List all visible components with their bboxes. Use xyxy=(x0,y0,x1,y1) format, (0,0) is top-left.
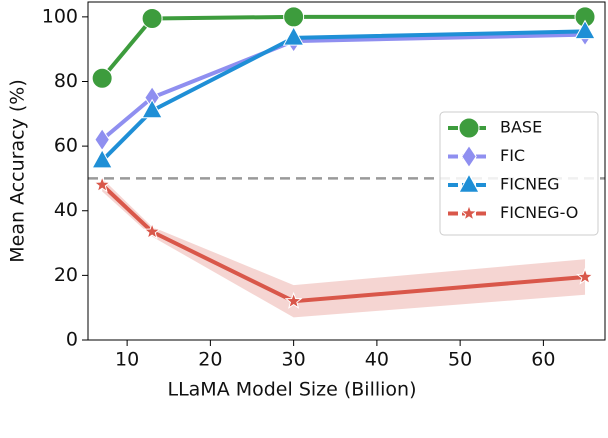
series-line xyxy=(100,32,586,142)
series-line xyxy=(100,183,586,304)
x-tick-label: 20 xyxy=(198,349,222,371)
y-tick-label: 20 xyxy=(54,264,78,286)
legend-marker xyxy=(461,144,477,169)
legend-label: FICNEG xyxy=(500,175,560,194)
legend-marker xyxy=(458,117,480,139)
series-line xyxy=(100,14,586,80)
marker xyxy=(141,98,163,119)
marker xyxy=(282,26,305,46)
legend-label: FICNEG-O xyxy=(500,203,578,222)
marker xyxy=(143,222,162,240)
y-tick-label: 0 xyxy=(66,329,78,351)
y-tick-label: 100 xyxy=(42,5,78,27)
x-tick-label: 60 xyxy=(531,349,555,371)
y-tick-label: 80 xyxy=(54,70,78,92)
marker xyxy=(576,267,594,285)
y-tick-label: 60 xyxy=(54,135,78,157)
x-axis-label: LLaMA Model Size (Billion) xyxy=(167,379,416,401)
marker xyxy=(284,291,303,309)
legend-box xyxy=(439,111,599,236)
marker xyxy=(574,19,596,40)
marker xyxy=(91,67,113,89)
legend-marker xyxy=(460,204,478,222)
marker xyxy=(94,127,110,152)
y-tick-label: 40 xyxy=(54,199,78,221)
legend-marker xyxy=(458,173,480,193)
x-tick-label: 50 xyxy=(448,349,472,371)
marker xyxy=(141,7,163,29)
legend-label: BASE xyxy=(500,118,542,137)
marker xyxy=(283,6,305,28)
legend-label: FIC xyxy=(500,146,525,165)
x-tick-label: 10 xyxy=(115,349,139,371)
plot-frame xyxy=(87,1,606,341)
confidence-band xyxy=(102,178,586,318)
series-line xyxy=(100,29,586,163)
y-axis-label: Mean Accuracy (%) xyxy=(7,79,29,262)
marker xyxy=(91,148,113,169)
x-tick-label: 40 xyxy=(365,349,389,371)
marker xyxy=(93,175,112,193)
x-tick-label: 30 xyxy=(282,349,306,371)
